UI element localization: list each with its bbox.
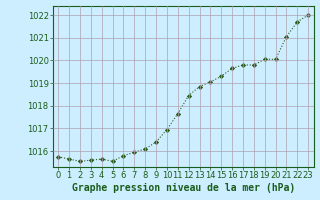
X-axis label: Graphe pression niveau de la mer (hPa): Graphe pression niveau de la mer (hPa) [72,183,295,193]
